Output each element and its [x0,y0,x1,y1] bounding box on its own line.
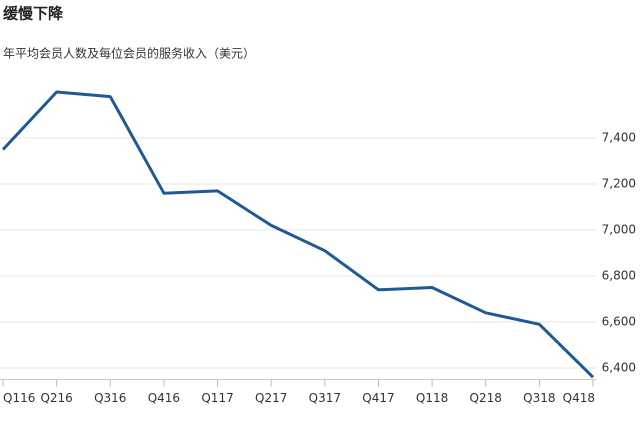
y-tick-label: 7,000 [602,223,636,237]
x-tick-label: Q317 [309,391,341,405]
line-series [1,90,595,379]
x-tick-label: Q318 [523,391,555,405]
x-tick-label: Q418 [563,391,595,405]
x-tick-label: Q218 [470,391,502,405]
y-tick-label: 6,600 [602,315,636,329]
x-tick-label: Q316 [94,391,126,405]
y-tick-label: 6,400 [602,361,636,375]
x-tick-label: Q118 [416,391,448,405]
y-tick-label: 7,200 [602,177,636,191]
x-tick-label: Q416 [148,391,180,405]
x-tick-label: Q217 [255,391,287,405]
x-tick-label: Q116 [3,391,35,405]
x-tick-label: Q117 [201,391,233,405]
y-tick-label: 7,400 [602,131,636,145]
x-tick-label: Q216 [40,391,72,405]
y-tick-label: 6,800 [602,269,636,283]
chart-subtitle: 年平均会员人数及每位会员的服务收入（美元） [3,46,255,61]
chart-title: 缓慢下降 [3,5,64,23]
x-tick-label: Q417 [362,391,394,405]
